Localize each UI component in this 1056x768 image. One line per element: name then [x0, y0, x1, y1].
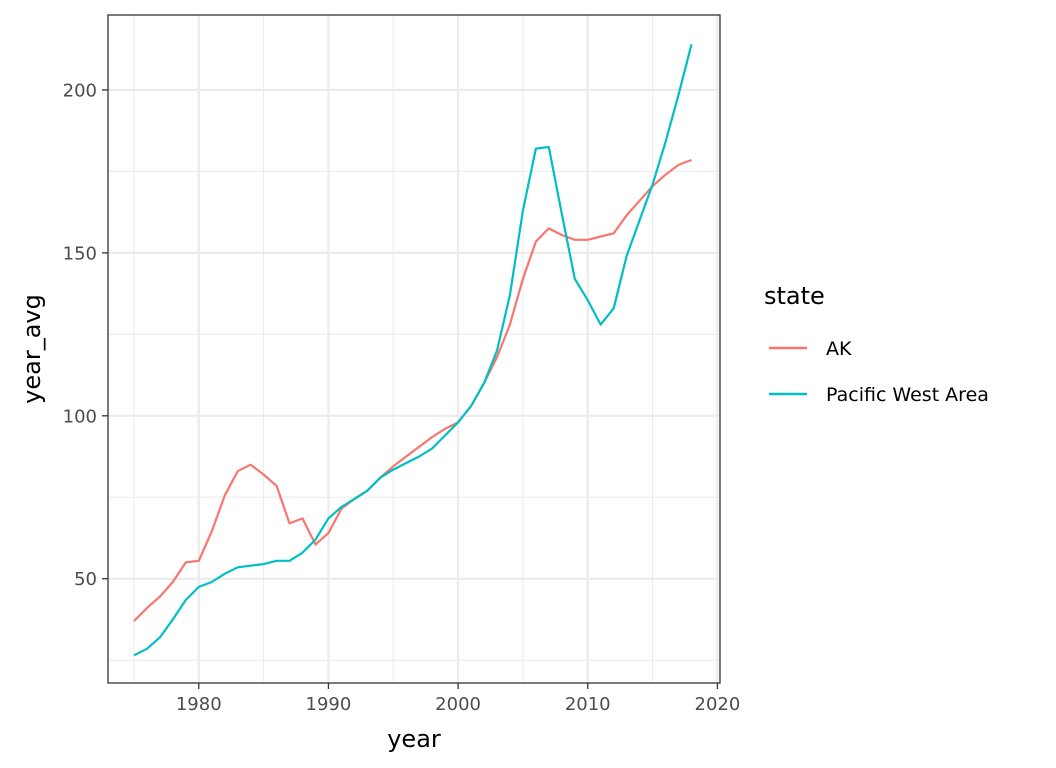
x-axis-title: year — [387, 725, 441, 753]
x-tick-label: 2010 — [565, 694, 611, 715]
x-tick-label: 1990 — [306, 694, 352, 715]
minor-gridlines — [108, 15, 720, 683]
panel-border — [107, 14, 721, 684]
y-tick-label: 200 — [63, 80, 97, 101]
series-line-ak — [133, 158, 692, 622]
y-axis-title: year_avg — [18, 294, 46, 404]
x-tick-label: 2020 — [695, 694, 741, 715]
legend-label: AK — [826, 338, 852, 360]
series-lines — [133, 44, 693, 657]
legend: state AK Pacific West Area — [764, 282, 989, 406]
major-gridlines — [108, 15, 720, 683]
x-tick-label: 2000 — [435, 694, 481, 715]
series-line-pacific-west-area — [133, 44, 693, 657]
x-tick-label: 1980 — [176, 694, 222, 715]
x-axis-ticks: 1980 1990 2000 2010 2020 — [176, 683, 740, 715]
y-tick-label: 50 — [74, 569, 97, 590]
legend-label: Pacific West Area — [826, 384, 989, 406]
legend-title: state — [764, 282, 825, 310]
y-tick-label: 100 — [63, 406, 97, 427]
y-axis-ticks: 50 100 150 200 — [63, 80, 108, 590]
panel-background — [108, 15, 720, 683]
y-tick-label: 150 — [63, 243, 97, 264]
